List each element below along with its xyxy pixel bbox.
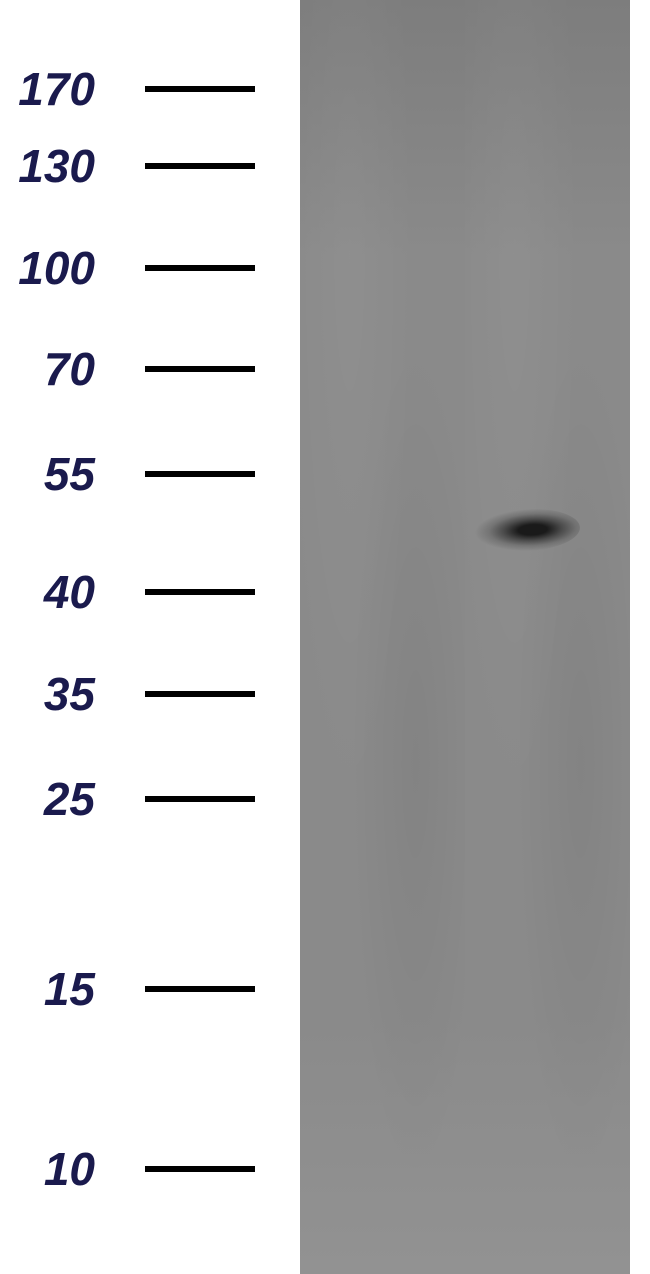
marker-tick <box>145 265 255 271</box>
marker-label: 130 <box>0 139 120 193</box>
marker-tick <box>145 366 255 372</box>
marker-tick <box>145 691 255 697</box>
marker-tick <box>145 796 255 802</box>
marker-tick <box>145 163 255 169</box>
marker-tick <box>145 986 255 992</box>
marker-tick <box>145 86 255 92</box>
marker-label: 35 <box>0 667 120 721</box>
marker-row: 15 <box>0 962 300 1016</box>
marker-row: 55 <box>0 447 300 501</box>
marker-row: 10 <box>0 1142 300 1196</box>
marker-label: 25 <box>0 772 120 826</box>
marker-row: 170 <box>0 62 300 116</box>
marker-label: 55 <box>0 447 120 501</box>
marker-row: 25 <box>0 772 300 826</box>
protein-band <box>474 506 581 553</box>
western-blot-figure: 170 130 100 70 55 40 35 25 15 10 <box>0 0 650 1274</box>
marker-row: 130 <box>0 139 300 193</box>
blot-lane <box>300 0 465 1274</box>
marker-tick <box>145 589 255 595</box>
marker-label: 170 <box>0 62 120 116</box>
marker-label: 15 <box>0 962 120 1016</box>
marker-tick <box>145 1166 255 1172</box>
marker-label: 40 <box>0 565 120 619</box>
marker-label: 100 <box>0 241 120 295</box>
marker-row: 70 <box>0 342 300 396</box>
marker-row: 40 <box>0 565 300 619</box>
marker-row: 35 <box>0 667 300 721</box>
marker-tick <box>145 471 255 477</box>
molecular-weight-ladder: 170 130 100 70 55 40 35 25 15 10 <box>0 0 300 1274</box>
marker-row: 100 <box>0 241 300 295</box>
marker-label: 10 <box>0 1142 120 1196</box>
blot-lane <box>465 0 630 1274</box>
marker-label: 70 <box>0 342 120 396</box>
